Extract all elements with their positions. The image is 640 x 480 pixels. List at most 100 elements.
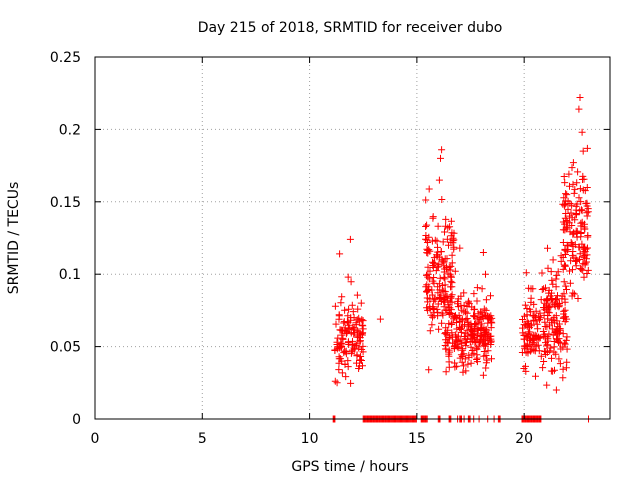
data-point [552,350,560,358]
y-tick-label: 0.2 [59,122,81,138]
x-tick-label: 5 [198,431,207,447]
data-point [478,324,486,332]
data-point [447,217,455,225]
data-point [424,246,432,254]
data-point [454,300,461,308]
data-point [331,347,339,354]
data-point [422,283,430,291]
x-tick-label: 20 [515,431,533,447]
data-point [484,347,492,355]
data-point [464,360,472,368]
data-point [347,379,355,387]
data-point [546,321,553,329]
data-point [543,341,551,349]
y-tick-label: 0.25 [50,50,81,66]
data-point [554,268,562,276]
data-point [552,386,560,394]
data-point [482,342,489,350]
data-point [355,362,363,370]
data-point [572,257,579,265]
data-point [356,356,364,364]
data-point [552,275,560,283]
data-point [424,287,432,294]
data-point [423,236,431,244]
data-point [552,296,559,304]
x-tick-label: 0 [91,431,100,447]
data-point [575,194,583,202]
y-tick-label: 0.05 [50,340,81,356]
data-point [559,265,567,273]
data-point [342,373,350,381]
data-point [573,229,580,237]
data-point [551,366,558,374]
data-point [484,319,492,327]
data-point [438,146,446,154]
data-point [577,198,585,206]
data-point [568,292,576,300]
data-point [444,224,452,232]
data-point [470,306,478,313]
data-point [562,336,570,344]
data-point [464,299,472,307]
data-point [442,215,450,223]
data-point [482,359,490,367]
data-point [561,179,569,187]
data-point [356,317,364,325]
data-point [536,309,544,317]
data-point [545,309,553,317]
data-point [441,330,449,338]
data-point [583,144,591,152]
data-point [478,285,486,293]
data-point [564,205,572,213]
data-point [540,285,548,293]
data-point [447,321,455,328]
data-point [563,333,571,341]
data-point [561,306,569,314]
y-tick-label: 0 [72,412,81,428]
data-point [437,154,444,162]
data-point [569,180,577,188]
data-point [432,267,440,275]
data-point [448,283,456,291]
data-point [338,293,346,301]
data-point [335,315,343,323]
data-point [575,105,583,113]
data-point [573,256,581,264]
data-point [543,333,551,341]
data-point [450,243,458,251]
data-point [355,314,363,322]
data-point [449,234,457,242]
data-point [526,324,533,332]
data-point [467,359,475,367]
data-point [544,264,552,272]
data-point [487,324,495,332]
data-point [473,344,481,352]
data-point [554,328,562,336]
data-point [538,286,546,293]
data-point [566,182,573,190]
data-point [581,248,589,256]
data-point [430,295,438,303]
data-series-srmtid [329,94,592,423]
data-point [581,243,588,251]
data-point [445,358,453,366]
data-point [454,295,462,303]
data-point [536,316,543,324]
data-point [530,300,538,308]
data-point [566,228,574,236]
data-point [560,278,568,286]
data-point [574,168,582,176]
data-point [482,270,489,278]
data-point [443,265,451,273]
data-point [459,368,467,376]
data-point [359,325,367,333]
data-point [559,330,567,338]
data-point [338,331,346,339]
data-point [451,267,459,275]
data-point [480,348,488,355]
data-point [568,164,576,172]
data-point [355,344,363,352]
data-point [541,318,549,326]
data-point [350,324,358,332]
data-point [584,244,591,252]
